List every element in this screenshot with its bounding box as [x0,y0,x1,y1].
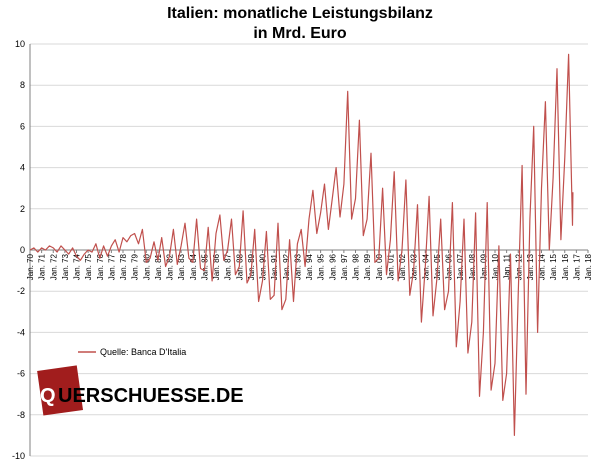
x-tick-label: Jan. 78 [119,253,128,280]
x-tick-label: Jan. 98 [352,253,361,280]
x-tick-label: Jan. 92 [282,253,291,280]
y-tick-label: -4 [17,327,25,337]
chart-subtitle: in Mrd. Euro [253,25,347,42]
y-tick-label: 2 [20,204,25,214]
y-tick-label: -6 [17,369,25,379]
x-tick-label: Jan. 00 [375,253,384,280]
x-tick-label: Jan. 15 [549,253,558,280]
x-tick-label: Jan. 90 [259,253,268,280]
x-tick-label: Jan. 70 [26,253,35,280]
x-tick-label: Jan. 11 [503,253,512,279]
x-tick-label: Jan. 18 [584,253,593,280]
x-tick-label: Jan. 91 [270,253,279,280]
x-tick-label: Jan. 08 [468,253,477,280]
series [29,53,574,436]
x-tick-label: Jan. 73 [61,253,70,280]
logo-text-rest: UERSCHUESSE.DE [58,385,244,407]
x-axis-ticks: Jan. 70 Jan. 71 Jan. 72 Jan. 73 Jan. 74 Jan. … [26,253,593,280]
x-tick-label: Jan. 86 [212,253,221,280]
x-tick-label: Jan. 96 [328,253,337,280]
logo-text-first-letter: Q [40,385,56,407]
y-tick-label: -8 [17,410,25,420]
y-tick-label: -2 [17,286,25,296]
x-tick-label: Jan. 16 [561,253,570,280]
x-tick-label: Jan. 02 [398,253,407,280]
x-tick-label: Jan. 77 [107,253,116,280]
y-tick-label: 8 [20,80,25,90]
x-tick-label: Jan. 75 [84,253,93,280]
series-line [29,53,574,436]
x-tick-label: Jan. 93 [293,253,302,280]
x-tick-label: Jan. 10 [491,253,500,280]
querschuesse-logo: Q UERSCHUESSE.DE [37,365,244,416]
x-tick-label: Jan. 82 [166,253,175,280]
y-tick-label: 10 [15,39,25,49]
y-tick-label: 4 [20,163,25,173]
x-tick-label: Jan. 17 [572,253,581,280]
x-tick-label: Jan. 74 [73,253,82,280]
x-tick-label: Jan. 13 [526,253,535,280]
x-tick-label: Jan. 07 [456,253,465,280]
x-tick-label: Jan. 99 [363,253,372,280]
y-axis-ticks: 10 8 6 4 2 0 -2 -4 -6 -8 -10 [12,39,25,461]
legend-label: Quelle: Banca D'Italia [100,347,186,357]
x-tick-label: Jan. 79 [131,253,140,280]
x-tick-label: Jan. 09 [479,253,488,280]
y-tick-label: -10 [12,451,25,461]
y-tick-label: 0 [20,245,25,255]
x-tick-label: Jan. 14 [538,253,547,280]
x-tick-label: Jan. 83 [177,253,186,280]
x-tick-label: Jan. 72 [49,253,58,280]
x-tick-label: Jan. 95 [317,253,326,280]
legend: Quelle: Banca D'Italia [78,347,186,357]
logo-highlight [37,365,84,416]
x-tick-label: Jan. 76 [96,253,105,280]
x-tick-label: Jan. 84 [189,253,198,280]
x-tick-label: Jan. 97 [340,253,349,280]
x-tick-label: Jan. 87 [224,253,233,280]
x-tick-label: Jan. 71 [38,253,47,280]
chart-title: Italien: monatliche Leistungsbilanz [167,5,433,22]
x-tick-label: Jan. 01 [386,253,395,280]
x-tick-label: Jan. 94 [305,253,314,280]
x-tick-label: Jan. 81 [154,253,163,280]
y-tick-label: 6 [20,121,25,131]
x-tick-label: Jan. 80 [142,253,151,280]
